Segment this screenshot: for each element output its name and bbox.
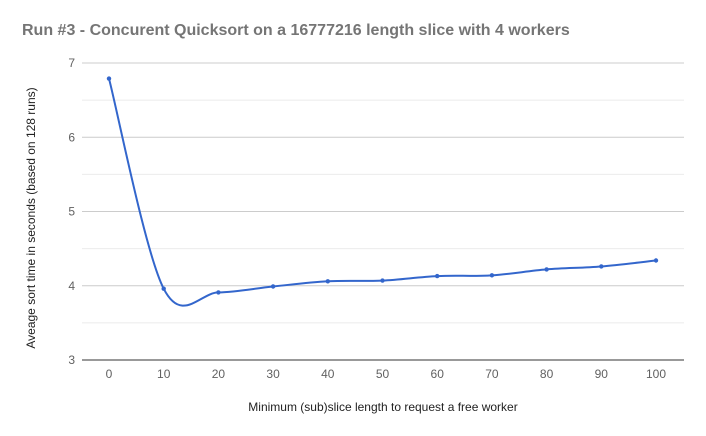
x-axis-label: Minimum (sub)slice length to request a f… [248, 400, 517, 414]
y-tick-label: 6 [68, 130, 75, 144]
x-tick-label: 50 [376, 367, 390, 381]
x-tick-label: 10 [157, 367, 171, 381]
x-tick-labels: 0 10 20 30 40 50 60 70 80 90 100 [106, 367, 667, 381]
x-tick-label: 30 [266, 367, 280, 381]
data-point [216, 290, 221, 295]
series [106, 76, 659, 307]
x-tick-label: 90 [595, 367, 609, 381]
x-tick-label: 100 [646, 367, 666, 381]
data-point [106, 76, 112, 81]
gridlines [82, 62, 684, 361]
x-tick-label: 40 [321, 367, 335, 381]
y-tick-labels: 3 4 5 6 7 [68, 56, 75, 367]
x-tick-label: 0 [106, 367, 113, 381]
data-point [435, 273, 440, 279]
x-tick-label: 70 [485, 367, 499, 381]
x-tick-label: 60 [431, 367, 445, 381]
data-point [161, 286, 166, 291]
data-point [325, 279, 330, 284]
data-point [544, 267, 549, 272]
data-point [380, 278, 385, 283]
y-tick-label: 5 [68, 205, 75, 219]
y-axis-label: Aveage sort time in seconds (based on 12… [24, 87, 38, 348]
x-tick-label: 80 [540, 367, 554, 381]
data-point [599, 264, 604, 269]
chart-title: Run #3 - Concurent Quicksort on a 167772… [22, 22, 570, 39]
data-point [489, 273, 495, 278]
data-point [270, 284, 276, 289]
data-point [653, 258, 659, 263]
x-tick-label: 20 [212, 367, 226, 381]
y-tick-label: 4 [68, 279, 75, 293]
series-line [108, 78, 657, 307]
y-tick-label: 3 [68, 353, 75, 367]
y-tick-label: 7 [68, 56, 75, 70]
